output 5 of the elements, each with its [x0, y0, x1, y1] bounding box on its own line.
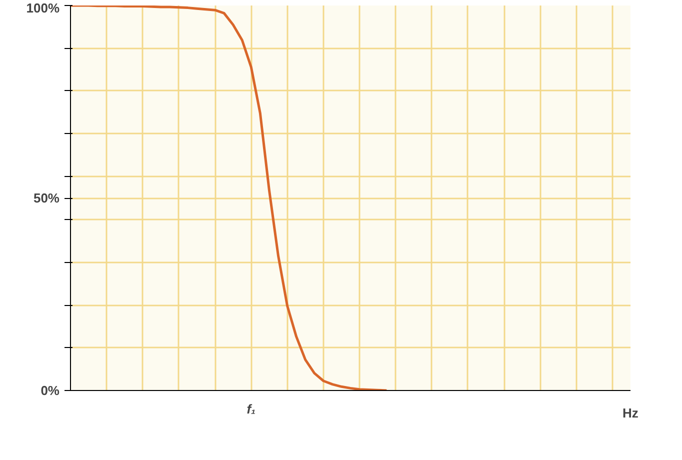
- x-axis-title: Hz: [622, 406, 639, 420]
- y-tick-label: 50%: [33, 190, 60, 206]
- y-tick-label: 100%: [26, 0, 60, 16]
- y-tick-label: 0%: [40, 383, 60, 398]
- x-tick-label: f₁: [246, 402, 256, 416]
